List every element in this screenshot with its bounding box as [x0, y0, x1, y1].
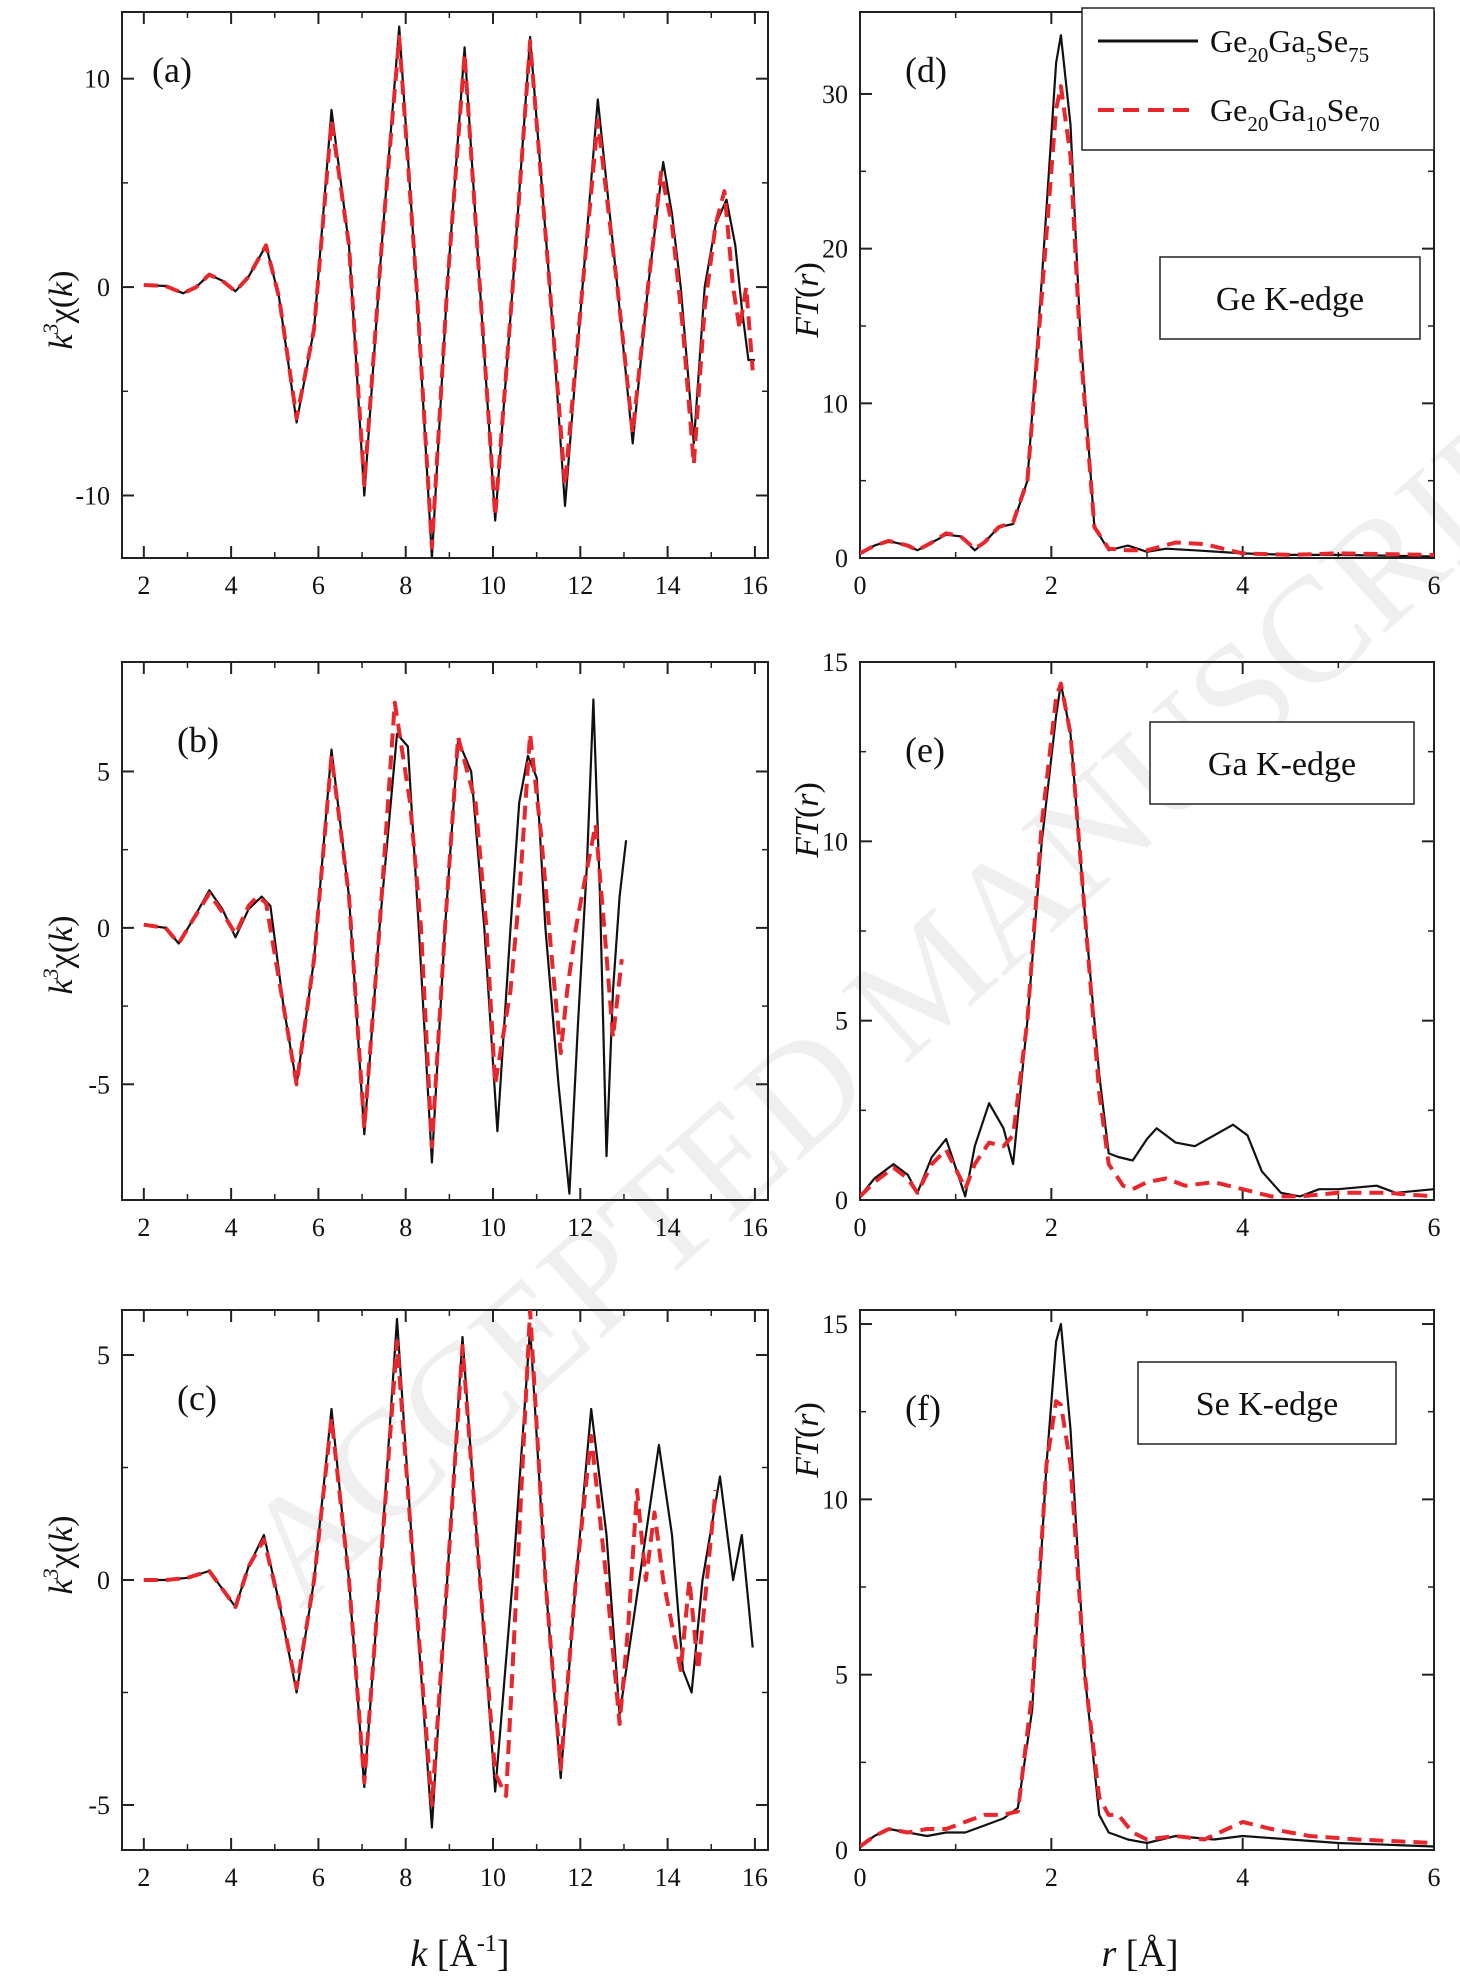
y-tick-label: 5: [835, 1007, 848, 1036]
series-line-solid: [860, 1322, 1434, 1848]
series-line-dashed: [143, 700, 624, 1149]
y-tick-label: 10: [84, 65, 110, 94]
y-tick-label: -5: [88, 1070, 110, 1099]
x-tick-label: 6: [1428, 1213, 1441, 1242]
y-tick-label: 30: [822, 80, 848, 109]
x-tick-label: 6: [1428, 571, 1441, 600]
y-tick-label: 0: [97, 914, 110, 943]
x-tick-label: 16: [742, 571, 768, 600]
x-tick-label: 2: [1045, 1213, 1058, 1242]
panel-label: (e): [905, 730, 945, 770]
x-tick-label: 4: [1236, 1213, 1249, 1242]
x-tick-label: 6: [312, 1213, 325, 1242]
series-line-dashed: [143, 1310, 718, 1807]
y-tick-label: -10: [75, 481, 110, 510]
panel-label: (b): [177, 720, 219, 760]
y-tick-label: 0: [835, 1836, 848, 1865]
x-tick-label: 2: [137, 1863, 150, 1892]
series-line-dashed: [860, 84, 1434, 557]
panel-label: (a): [152, 50, 192, 90]
chart-panel-b: 2 4 6 8 10 12 14 16 -5 0 5 (b): [88, 661, 769, 1242]
y-axis-title-b: k3χ(k): [38, 916, 80, 995]
x-tick-label: 8: [399, 1863, 412, 1892]
x-tick-label: 14: [655, 571, 681, 600]
y-tick-label: 5: [97, 1341, 110, 1370]
x-tick-label: 12: [567, 571, 593, 600]
x-tick-label: 12: [567, 1213, 593, 1242]
x-tick-label: 0: [854, 571, 867, 600]
y-axis-title-e: FT(r): [789, 782, 826, 859]
edge-label-box: [1159, 256, 1421, 340]
y-tick-label: 10: [822, 827, 848, 856]
series-line-dashed: [860, 681, 1434, 1199]
edge-label-box: [1137, 1361, 1397, 1445]
edge-label: Se K-edge: [1196, 1386, 1339, 1423]
x-tick-label: 16: [742, 1863, 768, 1892]
x-tick-label: 14: [655, 1213, 681, 1242]
chart-panel-f: 0 2 4 6 0 5 10 15 (f) Se K-edge: [822, 1309, 1441, 1892]
y-tick-label: 15: [822, 1310, 848, 1339]
x-tick-label: 10: [480, 571, 506, 600]
y-tick-label: 15: [822, 648, 848, 677]
series-line-dashed: [860, 1399, 1434, 1849]
x-tick-label: 8: [399, 571, 412, 600]
edge-label: Ga K-edge: [1208, 746, 1356, 783]
x-tick-label: 6: [312, 1863, 325, 1892]
y-tick-label: 0: [835, 544, 848, 573]
y-axis-title-c: k3χ(k): [38, 1516, 80, 1595]
x-tick-label: 0: [854, 1863, 867, 1892]
plot-frame: [121, 11, 769, 559]
x-tick-label: 16: [742, 1213, 768, 1242]
plot-frame: [121, 661, 769, 1201]
panel-label: (d): [905, 50, 947, 90]
chart-panel-e: 0 2 4 6 0 5 10 15 (e) Ga K-edge: [822, 648, 1441, 1242]
x-tick-label: 2: [137, 571, 150, 600]
edge-label: Ge K-edge: [1216, 281, 1364, 318]
y-tick-label: 0: [97, 273, 110, 302]
y-tick-label: 5: [835, 1661, 848, 1690]
y-tick-label: 20: [822, 235, 848, 264]
x-tick-label: 14: [655, 1863, 681, 1892]
legend-label-solid: Ge20Ga5Se75: [1210, 23, 1369, 67]
x-tick-label: 10: [480, 1863, 506, 1892]
chart-panel-d: 0 2 4 6 0 10 20 30 (d) Ge K-edge: [822, 11, 1441, 600]
y-tick-label: 10: [822, 389, 848, 418]
x-tick-label: 4: [1236, 571, 1249, 600]
x-tick-label: 12: [567, 1863, 593, 1892]
chart-panel-c: 2 4 6 8 10 12 14 16 -5 0 5 (c): [88, 1309, 769, 1892]
y-tick-label: 0: [97, 1566, 110, 1595]
x-tick-label: 0: [854, 1213, 867, 1242]
series-line-dashed: [143, 35, 755, 550]
x-tick-label: 6: [1428, 1863, 1441, 1892]
legend-label-dashed: Ge20Ga10Se70: [1210, 92, 1380, 136]
chart-panel-a: 2 4 6 8 10 12 14 16 -10 0 10 (a): [75, 11, 769, 600]
y-tick-label: 5: [97, 757, 110, 786]
panel-label: (f): [905, 1388, 941, 1428]
y-tick-label: 0: [835, 1186, 848, 1215]
x-tick-label: 2: [1045, 571, 1058, 600]
x-tick-label: 4: [225, 1863, 238, 1892]
x-tick-label: 4: [225, 1213, 238, 1242]
series-line-solid: [143, 698, 628, 1195]
x-tick-label: 10: [480, 1213, 506, 1242]
x-tick-label: 6: [312, 571, 325, 600]
y-tick-label: 10: [822, 1485, 848, 1514]
y-tick-label: -5: [88, 1791, 110, 1820]
plots-layer: 2 4 6 8 10 12 14 16 -10 0 10 (a) 2 4 6 8 10 12 14 16 -5 0 5 (b)…: [75, 11, 1441, 1892]
x-tick-label: 4: [1236, 1863, 1249, 1892]
series-line-solid: [143, 25, 755, 558]
x-tick-label: 8: [399, 1213, 412, 1242]
panel-label: (c): [177, 1378, 217, 1418]
y-axis-title-f: FT(r): [789, 1402, 826, 1479]
x-axis-title-k: k [Å-1]: [410, 1931, 509, 1975]
x-tick-label: 2: [1045, 1863, 1058, 1892]
x-axis-title-r: r [Å]: [1101, 1933, 1178, 1975]
x-tick-label: 2: [137, 1213, 150, 1242]
edge-label-box: [1149, 721, 1415, 805]
y-axis-title-d: FT(r): [789, 262, 826, 339]
legend: Ge20Ga5Se75 Ge20Ga10Se70: [1081, 7, 1435, 151]
x-tick-label: 4: [225, 571, 238, 600]
y-axis-title-a: k3χ(k): [38, 271, 80, 350]
